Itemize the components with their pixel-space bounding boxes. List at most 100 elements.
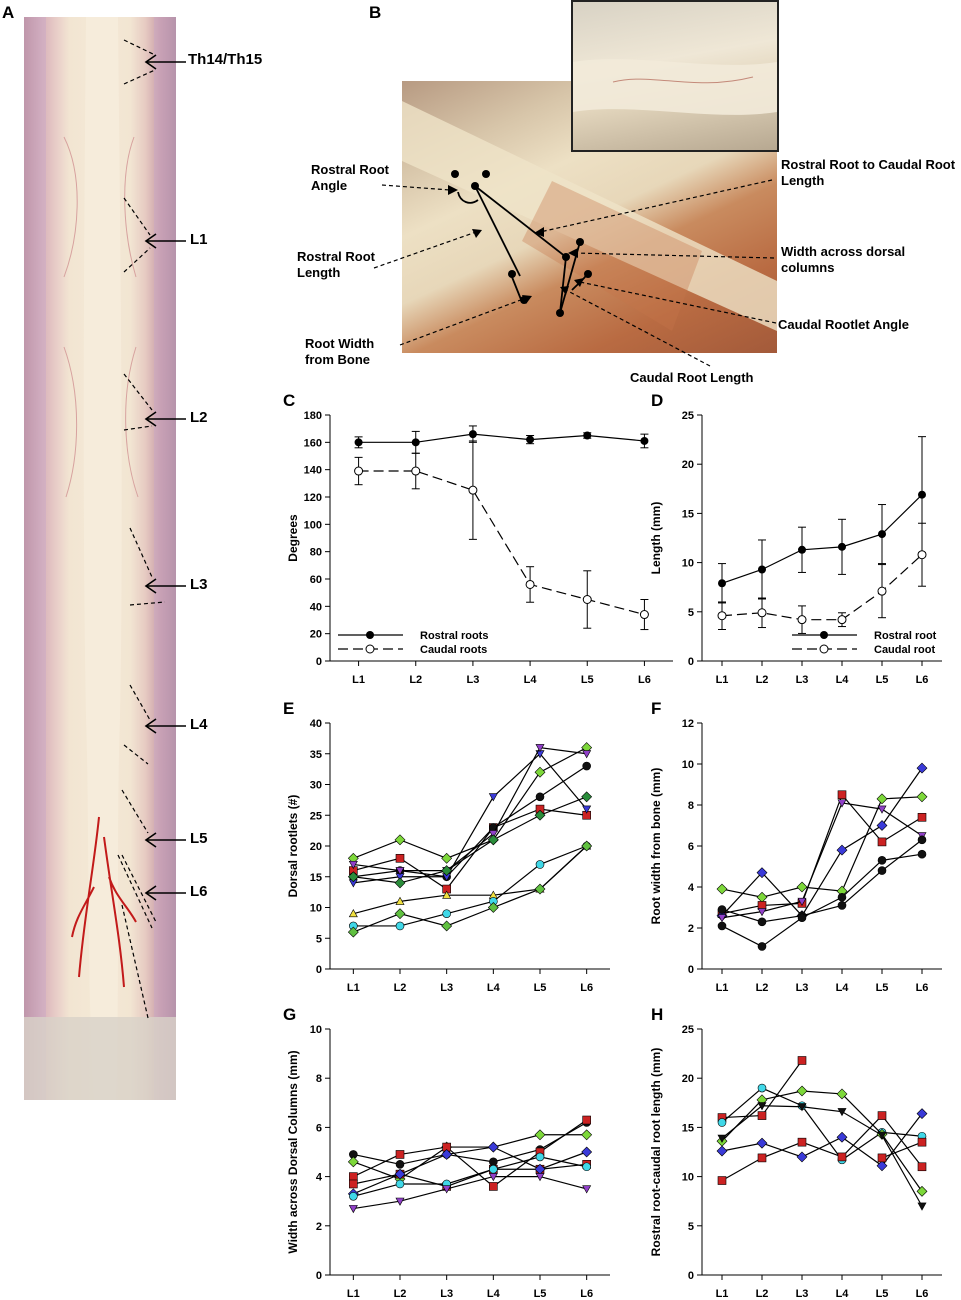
x-tick-label: L6	[916, 674, 929, 686]
data-point	[348, 909, 358, 918]
data-point	[488, 830, 498, 839]
data-point	[489, 1182, 498, 1191]
data-point	[525, 579, 535, 589]
data-point	[583, 431, 592, 440]
y-tick-label: 5	[688, 1221, 694, 1233]
y-tick-label: 8	[688, 800, 694, 812]
data-point	[758, 565, 766, 574]
data-point	[348, 860, 358, 870]
label-l6: L6	[190, 883, 208, 900]
legend-entry: Caudal roots	[338, 644, 487, 656]
x-tick-label: L6	[580, 982, 593, 994]
series-line	[353, 1163, 587, 1188]
series-5	[347, 791, 593, 889]
data-point	[488, 1173, 498, 1182]
data-point	[718, 579, 726, 588]
data-point	[837, 1152, 847, 1162]
series-1	[347, 1129, 593, 1185]
data-point	[716, 1145, 728, 1157]
data-point	[394, 877, 406, 889]
x-tick-label: L6	[580, 1288, 593, 1300]
y-tick-label: 60	[310, 574, 322, 586]
data-point	[796, 1151, 808, 1163]
y-tick-label: 0	[688, 964, 694, 976]
x-tick-label: L1	[347, 982, 360, 994]
y-tick-label: 5	[688, 607, 694, 619]
x-tick-label: L3	[466, 674, 479, 686]
data-point	[876, 1160, 888, 1172]
data-point	[442, 1185, 452, 1194]
series-line	[721, 767, 923, 917]
annotation-caudal-rootlet-angle: Caudal Rootlet Angle	[778, 317, 909, 332]
data-point	[836, 844, 848, 856]
data-point	[757, 608, 767, 618]
panel-letter-c: C	[283, 391, 295, 410]
data-point	[395, 921, 405, 931]
label-l5: L5	[190, 830, 208, 847]
data-point	[836, 1088, 848, 1100]
series-line	[881, 1141, 923, 1159]
y-tick-label: 4	[688, 882, 695, 894]
annotation-width-dorsal-columns: Width across dorsal columns	[781, 244, 906, 275]
series-6	[348, 1173, 592, 1214]
y-tick-label: 100	[304, 519, 322, 531]
data-point	[581, 1129, 593, 1141]
series-caudal-root	[717, 522, 927, 634]
x-tick-label: L2	[756, 1288, 769, 1300]
x-tick-label: L1	[716, 1288, 729, 1300]
y-axis-label: Rostral root-caudal root length (mm)	[649, 1048, 663, 1257]
data-point	[797, 913, 807, 923]
legend-label: Rostral roots	[420, 630, 488, 642]
y-axis-label: Length (mm)	[649, 502, 663, 575]
series-3	[348, 750, 592, 888]
series-6	[877, 1137, 927, 1163]
x-tick-label: L2	[756, 674, 769, 686]
y-tick-label: 0	[688, 1270, 694, 1282]
data-point	[395, 853, 405, 863]
cord-vessels	[24, 17, 176, 1100]
data-point	[877, 837, 887, 847]
data-point	[347, 871, 359, 883]
y-tick-label: 20	[682, 459, 694, 471]
data-point	[757, 908, 767, 917]
y-tick-label: 8	[316, 1073, 322, 1085]
y-tick-label: 25	[310, 810, 322, 822]
data-point	[489, 1157, 498, 1167]
series-line	[721, 1114, 923, 1182]
series-1	[717, 790, 927, 918]
legend-entry: Rostral root	[792, 630, 937, 642]
series-line	[721, 1105, 923, 1207]
data-point	[796, 881, 808, 893]
series-2	[349, 761, 591, 882]
series-line	[358, 470, 645, 616]
data-point	[411, 438, 420, 447]
data-point	[837, 615, 847, 625]
x-tick-label: L5	[581, 674, 594, 686]
data-point	[918, 490, 926, 499]
inset-photo	[571, 0, 779, 152]
y-tick-label: 20	[310, 841, 322, 853]
series-line	[721, 1090, 923, 1192]
series-0	[717, 1056, 807, 1122]
x-tick-label: L1	[347, 1288, 360, 1300]
y-tick-label: 10	[682, 558, 694, 570]
series-3	[717, 1102, 927, 1211]
data-point	[797, 1103, 807, 1112]
x-tick-label: L5	[876, 1288, 889, 1300]
data-point	[534, 1129, 546, 1141]
data-point	[354, 438, 363, 447]
series-line	[721, 1113, 923, 1167]
data-point	[395, 1160, 405, 1169]
series-line	[353, 746, 587, 872]
data-point	[535, 1152, 545, 1162]
chart-panel-g: G 0 2 4 6 8 10 L1 L2 L3 L4 L5 L6 Width across Dorsal …	[283, 1005, 610, 1300]
series-line	[721, 1087, 923, 1161]
series-line	[721, 853, 923, 948]
x-tick-label: L4	[487, 1288, 501, 1300]
spinal-cord-photo	[24, 17, 176, 1100]
data-point	[488, 793, 498, 802]
data-point	[876, 793, 888, 805]
series-4	[716, 1108, 928, 1172]
panel-letter-e: E	[283, 699, 294, 718]
panel-letter-g: G	[283, 1005, 296, 1024]
